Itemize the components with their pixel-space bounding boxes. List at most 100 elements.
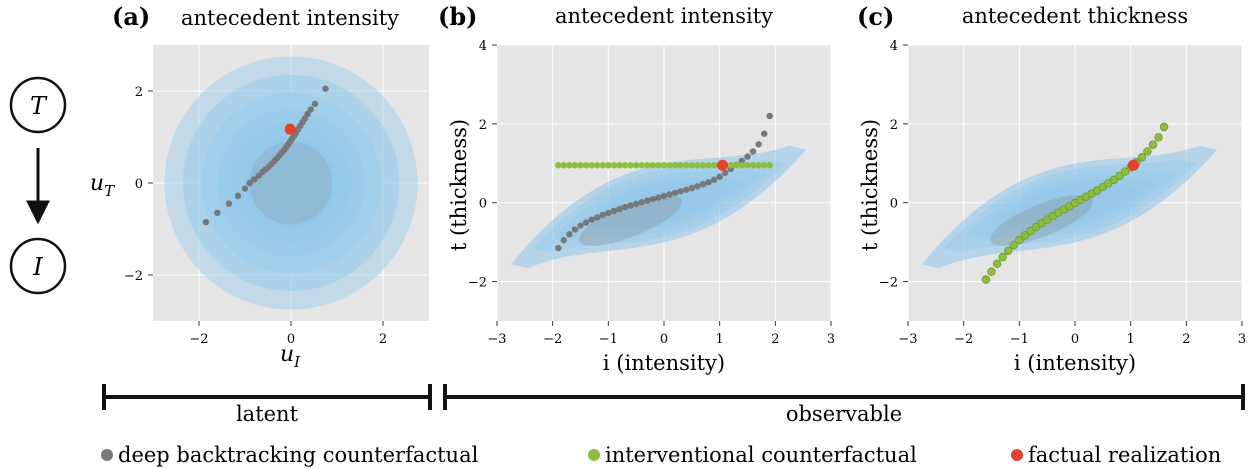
deep-backtracking-point (566, 231, 573, 238)
factual-point (716, 159, 728, 171)
deep-backtracking-point (710, 176, 718, 184)
deep-backtracking-point (577, 222, 584, 229)
density-contour (164, 56, 418, 310)
interventional-point (699, 162, 707, 169)
x-tick-label: −1 (599, 332, 618, 347)
x-tick-label: −2 (954, 332, 973, 347)
deep-backtracking-point (677, 188, 684, 195)
deep-backtracking-point (322, 85, 329, 92)
interventional-point (727, 162, 734, 169)
deep-backtracking-point (234, 192, 242, 200)
interventional-point (1115, 171, 1124, 181)
interventional-point (1154, 133, 1163, 142)
panel-b-letter: (b) (438, 2, 478, 31)
density-contour (554, 170, 766, 240)
node-i (9, 237, 67, 295)
interventional-point (649, 162, 657, 169)
y-tick-label: 4 (479, 39, 487, 54)
interventional-point (610, 162, 618, 169)
panel-c: (c) antecedent thickness −3 −2 −1 0 1 2 3 4 2 0 −2… (857, 2, 1246, 375)
deep-backtracking-point (599, 211, 606, 219)
deep-backtracking-point (666, 191, 673, 198)
node-i-label: I (32, 253, 43, 281)
interventional-point (599, 162, 606, 169)
interventional-point (594, 162, 601, 169)
panel-a-ylabel: uT (90, 171, 115, 200)
interventional-point (710, 162, 718, 169)
interventional-point (560, 162, 567, 169)
panel-b-title: antecedent intensity (555, 4, 773, 28)
interventional-point (749, 162, 757, 169)
y-tick-label: −2 (124, 269, 143, 284)
x-tick-label: −2 (189, 332, 208, 347)
deep-backtracking-point (688, 184, 696, 192)
panel-c-ylabel: t (thickness) (858, 119, 882, 251)
panel-b: (b) antecedent intensity −3 −2 −1 0 1 2 3 4 2 0 −2… (438, 2, 835, 375)
density-contour (217, 109, 365, 257)
interventional-point (1159, 122, 1169, 132)
x-tick-label: −1 (1010, 332, 1029, 347)
deep-backtracking-point (722, 169, 729, 176)
density-contour (594, 183, 729, 224)
deep-backtracking-point (301, 115, 308, 122)
legend-label-deep: deep backtracking counterfactual (118, 443, 479, 467)
x-tick-label: −2 (543, 332, 562, 347)
panel-a-xlabel: uI (280, 342, 301, 371)
deep-backtracking-point (694, 182, 701, 190)
deep-backtracking-point (683, 186, 690, 193)
interventional-point (683, 162, 690, 169)
interventional-point (1009, 241, 1018, 250)
density-contour (258, 150, 324, 216)
deep-backtracking-point (621, 203, 629, 211)
deep-backtracking-point (610, 207, 618, 215)
y-tick-label: 0 (479, 197, 487, 212)
deep-backtracking-point (246, 179, 253, 187)
deep-backtracking-point (555, 244, 562, 252)
interventional-point (694, 162, 701, 169)
interventional-point (605, 162, 612, 169)
deep-backtracking-point (202, 218, 210, 226)
interventional-point (761, 162, 768, 169)
x-tick-label: 0 (287, 332, 295, 347)
deep-backtracking-point (660, 192, 668, 200)
interventional-point (588, 162, 595, 169)
interventional-point (555, 162, 562, 169)
deep-backtracking-point (588, 216, 595, 223)
interventional-point (644, 162, 651, 169)
panel-a-density (164, 56, 418, 310)
deep-backtracking-point (616, 205, 623, 213)
deep-backtracking-point (644, 197, 651, 204)
interventional-point (766, 162, 773, 169)
x-tick-label: 3 (827, 332, 835, 347)
x-tick-label: 0 (660, 332, 668, 347)
deep-backtracking-point (605, 209, 612, 217)
deep-backtracking-point (761, 130, 768, 137)
interventional-point (671, 162, 679, 169)
panel-c-letter: (c) (857, 2, 894, 31)
panel-a-grid (153, 45, 429, 321)
deep-backtracking-point (251, 176, 258, 183)
y-tick-label: 0 (135, 177, 143, 192)
latent-bracket: latent (102, 384, 432, 426)
panel-b-points (555, 112, 773, 252)
panel-a: (a) antecedent intensity −2 0 2 2 0 −2 uI uT (90, 2, 429, 371)
panel-b-ylabel: t (thickness) (447, 119, 471, 251)
legend-marker-deep (101, 449, 113, 461)
deep-backtracking-point (311, 100, 319, 108)
y-tick-label: 4 (890, 39, 898, 54)
density-contour (201, 93, 381, 273)
x-tick-label: 1 (1127, 332, 1135, 347)
interventional-point (1137, 153, 1146, 162)
panel-a-ticks: −2 0 2 2 0 −2 (124, 85, 387, 347)
deep-backtracking-point (705, 179, 712, 186)
density-contour (231, 123, 351, 243)
interventional-point (987, 267, 996, 276)
interventional-point (1148, 140, 1158, 149)
interventional-point (627, 162, 634, 169)
interventional-point (705, 162, 712, 169)
deep-backtracking-point (304, 110, 311, 118)
factual-point (284, 123, 296, 135)
y-tick-label: 2 (479, 118, 487, 133)
factual-point (1127, 159, 1139, 171)
